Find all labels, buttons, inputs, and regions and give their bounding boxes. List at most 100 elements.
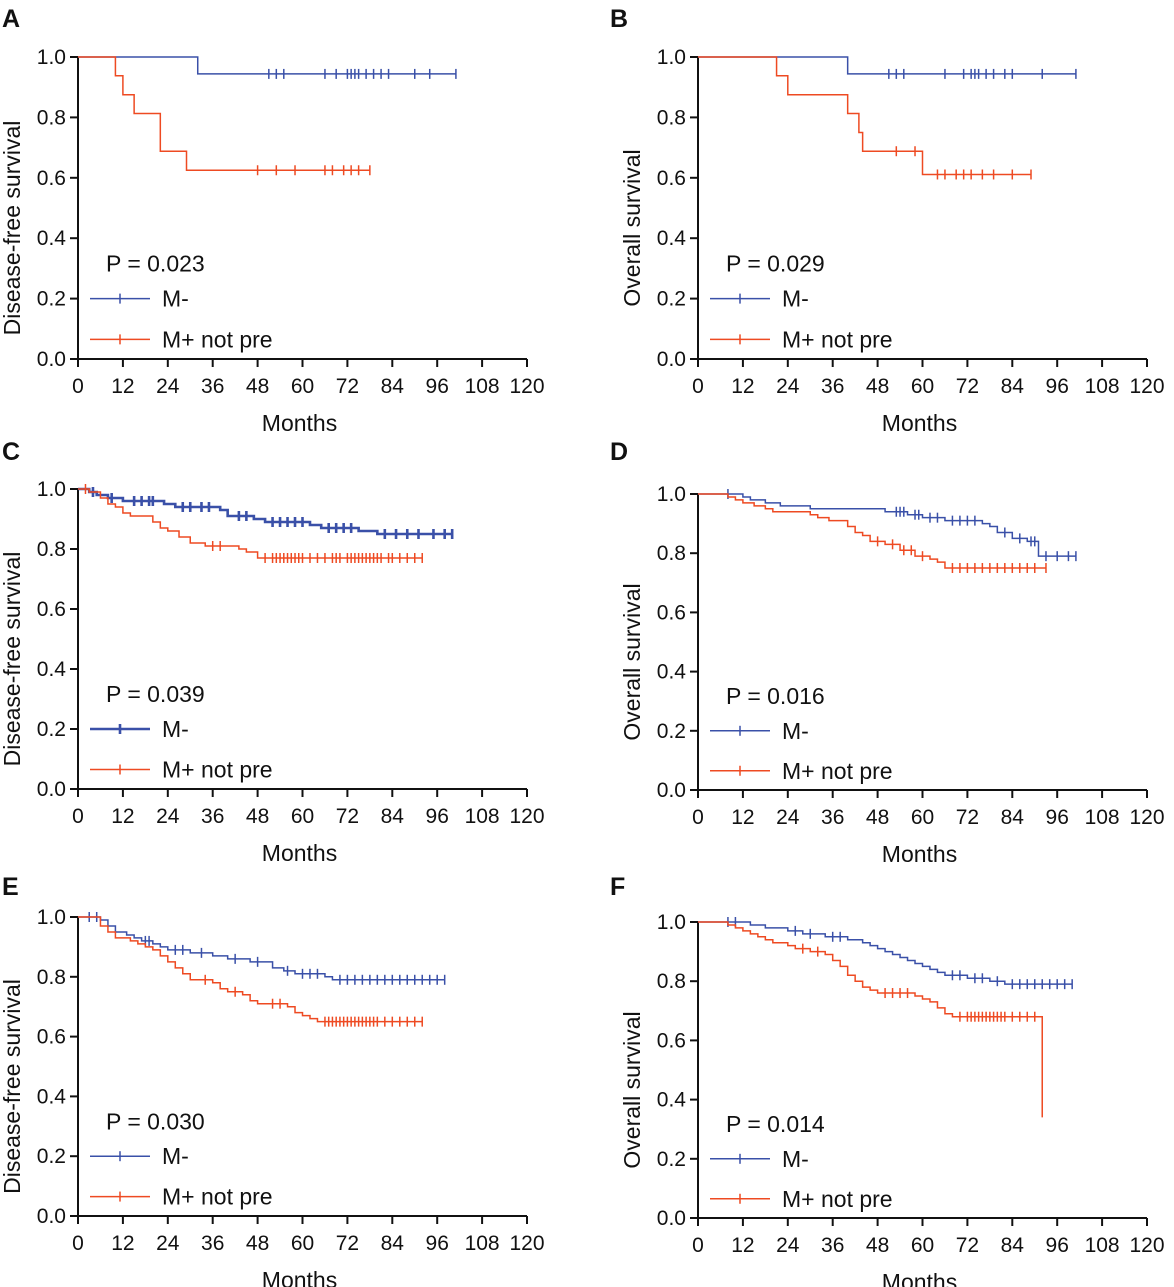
panel-letter: F	[610, 873, 625, 901]
x-tick-label: 48	[866, 1234, 889, 1257]
y-axis-title: Overall survival	[619, 1011, 645, 1168]
series-line-m-minus	[78, 56, 456, 75]
series-line-m-minus	[78, 487, 453, 536]
y-tick-label: 0.8	[37, 966, 66, 989]
chart-panel-d: D 0.0 0.2 0.4 0.6 0.8 1.0 0 12 24 36 48 60 72 84 96 108 1…	[610, 438, 1165, 867]
y-tick-label: 0.8	[657, 106, 686, 129]
x-tick-label: 120	[1129, 806, 1164, 829]
y-tick-label: 0.2	[37, 718, 66, 741]
p-value: P = 0.023	[106, 250, 205, 276]
x-tick-label: 84	[381, 375, 405, 398]
x-axis-title: Months	[882, 410, 957, 436]
y-tick-label: 0.8	[37, 538, 66, 561]
x-tick-label: 108	[1085, 1234, 1120, 1257]
y-tick-label: 1.0	[657, 911, 686, 934]
panel-letter: C	[2, 438, 20, 466]
x-axis-title: Months	[262, 1267, 337, 1287]
x-tick-label: 48	[246, 805, 269, 828]
legend-label: M-	[782, 718, 809, 744]
x-tick-label: 12	[731, 1234, 754, 1257]
x-tick-label: 96	[1046, 1234, 1069, 1257]
x-tick-label: 36	[201, 805, 224, 828]
y-tick-label: 0.2	[657, 288, 686, 311]
x-tick-label: 48	[866, 806, 889, 829]
y-tick-label: 0.0	[37, 778, 66, 801]
series-line-m-plus	[78, 916, 423, 1023]
y-axis-title: Disease-free survival	[0, 552, 25, 767]
y-tick-label: 1.0	[37, 46, 66, 69]
legend-label: M+ not pre	[162, 1184, 273, 1210]
x-tick-label: 72	[336, 1232, 359, 1255]
x-tick-label: 12	[731, 806, 754, 829]
chart-panel-c: C 0.0 0.2 0.4 0.6 0.8 1.0 0 12 24 36 48 60 72 84 96 108 1…	[0, 438, 545, 866]
x-tick-label: 60	[291, 1232, 314, 1255]
y-tick-label: 0.6	[37, 167, 66, 190]
chart-panel-f: F 0.0 0.2 0.4 0.6 0.8 1.0 0 12 24 36 48 60 72 84 96 108 1…	[610, 873, 1165, 1287]
x-tick-label: 36	[821, 375, 844, 398]
series-line-m-plus	[698, 56, 1032, 176]
x-tick-label: 120	[1129, 1234, 1164, 1257]
y-tick-label: 0.6	[37, 1026, 66, 1049]
legend-label: M+ not pre	[782, 1186, 893, 1212]
p-value: P = 0.016	[726, 683, 825, 709]
series-line-m-minus	[698, 493, 1076, 557]
y-tick-label: 0.6	[37, 598, 66, 621]
x-tick-label: 84	[1001, 1234, 1025, 1257]
y-tick-label: 0.2	[657, 1148, 686, 1171]
legend-label: M-	[162, 716, 189, 742]
panel-letter: D	[610, 438, 628, 466]
x-tick-label: 96	[1046, 806, 1069, 829]
chart-panel-e: E 0.0 0.2 0.4 0.6 0.8 1.0 0 12 24 36 48 60 72 84 96 108 1…	[0, 873, 545, 1287]
legend-label: M-	[162, 1143, 189, 1169]
x-tick-label: 24	[156, 375, 180, 398]
x-tick-label: 96	[426, 805, 449, 828]
x-tick-label: 12	[111, 375, 134, 398]
series-line-m-minus	[698, 921, 1073, 985]
y-tick-label: 0.2	[37, 1145, 66, 1168]
x-tick-label: 48	[246, 1232, 269, 1255]
x-tick-label: 24	[156, 805, 180, 828]
x-tick-label: 36	[821, 806, 844, 829]
series-line-m-plus	[698, 921, 1043, 1118]
x-tick-label: 0	[72, 1232, 84, 1255]
series-line-m-minus	[78, 916, 445, 981]
x-tick-label: 0	[692, 806, 704, 829]
chart-panel-a: A 0.0 0.2 0.4 0.6 0.8 1.0 0 12 24 36 48 60 72 84 96 108 1…	[0, 5, 545, 436]
x-tick-label: 84	[1001, 375, 1025, 398]
x-tick-label: 96	[1046, 375, 1069, 398]
y-tick-label: 0.4	[37, 1085, 67, 1108]
y-tick-label: 0.6	[657, 167, 686, 190]
legend-label: M-	[162, 286, 189, 312]
x-tick-label: 108	[465, 1232, 500, 1255]
x-tick-label: 0	[72, 805, 84, 828]
x-tick-label: 120	[1129, 375, 1164, 398]
y-axis-title: Disease-free survival	[0, 979, 25, 1194]
x-tick-label: 72	[336, 375, 359, 398]
legend-label: M+ not pre	[782, 326, 893, 352]
y-tick-label: 0.6	[657, 601, 686, 624]
series-line-m-plus	[78, 488, 423, 559]
y-axis-title: Overall survival	[619, 583, 645, 740]
y-tick-label: 1.0	[657, 483, 686, 506]
y-tick-label: 0.8	[657, 542, 686, 565]
p-value: P = 0.029	[726, 250, 825, 276]
y-axis-title: Disease-free survival	[0, 121, 25, 336]
x-tick-label: 108	[465, 805, 500, 828]
p-value: P = 0.030	[106, 1108, 205, 1134]
x-tick-label: 60	[291, 375, 314, 398]
x-tick-label: 24	[776, 806, 800, 829]
legend-label: M-	[782, 286, 809, 312]
legend-label: M+ not pre	[162, 326, 273, 352]
x-tick-label: 36	[201, 1232, 224, 1255]
x-tick-label: 0	[72, 375, 84, 398]
x-tick-label: 84	[1001, 806, 1025, 829]
series-line-m-plus	[78, 56, 370, 171]
x-axis-title: Months	[262, 410, 337, 436]
legend-label: M+ not pre	[782, 758, 893, 784]
y-tick-label: 1.0	[657, 46, 686, 69]
p-value: P = 0.039	[106, 681, 205, 707]
panel-letter: E	[2, 873, 19, 901]
y-tick-label: 0.2	[37, 288, 66, 311]
x-tick-label: 48	[866, 375, 889, 398]
